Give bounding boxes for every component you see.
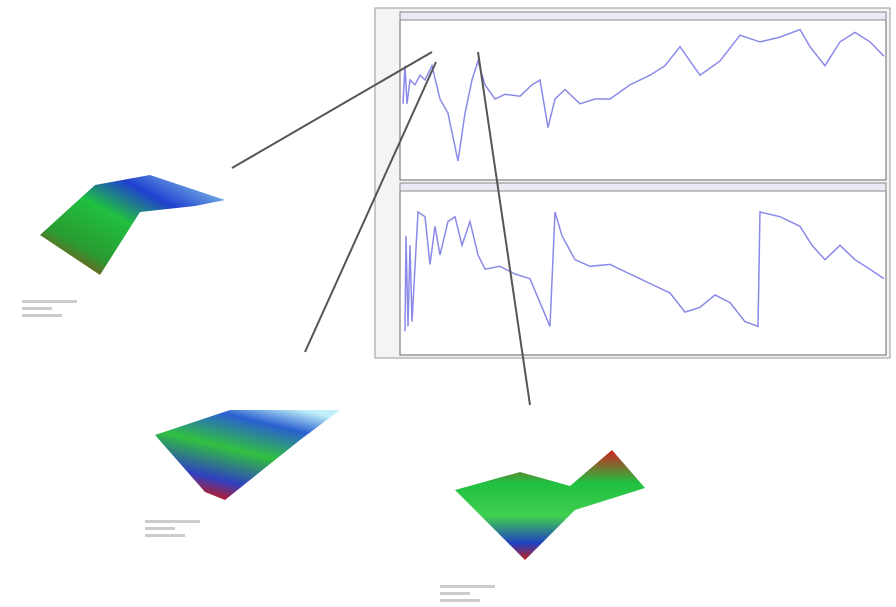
mode-shape [455,450,645,560]
caption-line [22,314,62,317]
figure [0,0,896,607]
caption-line [440,585,495,588]
plot-header [400,183,886,191]
caption-line [145,534,185,537]
caption-line [440,599,480,602]
plot-window [375,8,890,358]
caption-line [145,527,175,530]
plot-frame [400,12,886,180]
mode-shape [155,410,340,500]
caption-line [145,520,200,523]
caption-line [22,300,77,303]
plot-header [400,12,886,20]
mode-shape [40,175,225,275]
plot-frame [400,183,886,355]
caption-line [22,307,52,310]
caption-line [440,592,470,595]
